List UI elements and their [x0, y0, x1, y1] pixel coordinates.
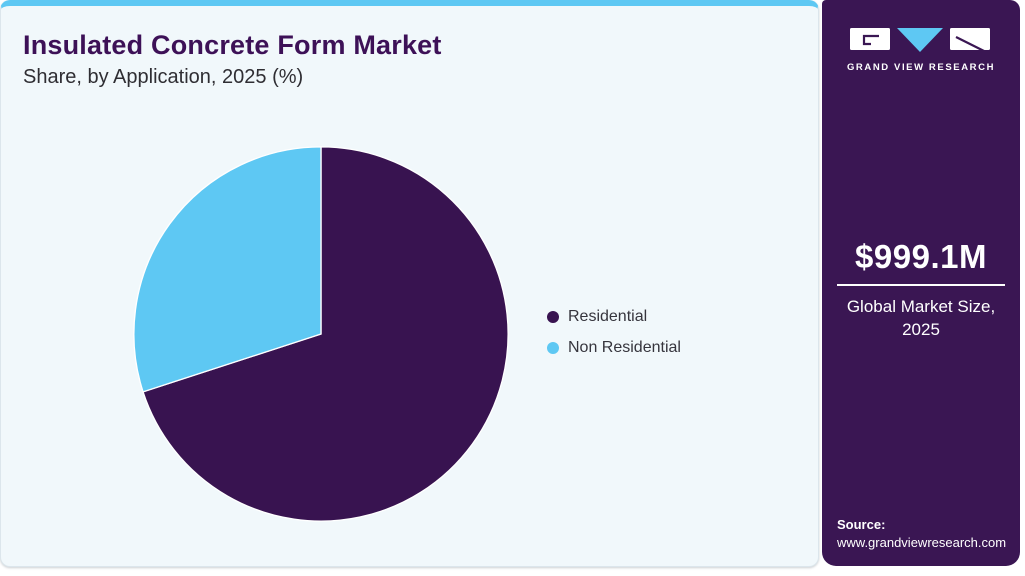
source-label: Source:: [837, 517, 886, 532]
market-size-value: $999.1M: [855, 238, 987, 275]
legend: Residential Non Residential: [547, 308, 681, 357]
legend-item-non-residential: Non Residential: [547, 339, 681, 357]
logo-g-block: [850, 28, 890, 50]
market-size-block: $999.1M Global Market Size, 2025: [822, 238, 1020, 341]
legend-label: Non Residential: [568, 339, 681, 356]
brand-logo: GRAND VIEW RESEARCH: [822, 28, 1020, 73]
source-url[interactable]: www.grandviewresearch.com: [837, 535, 1007, 550]
logo-g-glyph: [862, 34, 879, 46]
sidebar: GRAND VIEW RESEARCH $999.1M Global Marke…: [822, 0, 1020, 566]
source-block: Source: www.grandviewresearch.com: [837, 517, 1006, 550]
legend-item-residential: Residential: [547, 308, 681, 326]
pie-chart-container: [132, 145, 510, 523]
logo-r-block: [950, 28, 990, 50]
gvr-logo-icon: [850, 28, 990, 54]
logo-r-glyph: [955, 36, 989, 54]
legend-swatch-icon: [547, 342, 559, 354]
market-size-label-line1: Global Market Size,: [846, 297, 996, 316]
brand-name: GRAND VIEW RESEARCH: [846, 62, 996, 73]
legend-swatch-icon: [547, 311, 559, 323]
page-title: Insulated Concrete Form Market: [23, 30, 442, 60]
pie-slice-residential: [142, 146, 509, 522]
pie-slice-non-residential: [133, 146, 322, 393]
logo-v-triangle: [897, 28, 943, 52]
market-size-label: Global Market Size, 2025: [822, 295, 1020, 341]
page-subtitle: Share, by Application, 2025 (%): [23, 66, 304, 88]
chart-card: Insulated Concrete Form Market Share, by…: [0, 0, 819, 567]
divider: [837, 284, 1005, 286]
pie-chart: [133, 146, 509, 522]
legend-label: Residential: [568, 308, 648, 325]
market-size-label-line2: 2025: [902, 320, 940, 339]
